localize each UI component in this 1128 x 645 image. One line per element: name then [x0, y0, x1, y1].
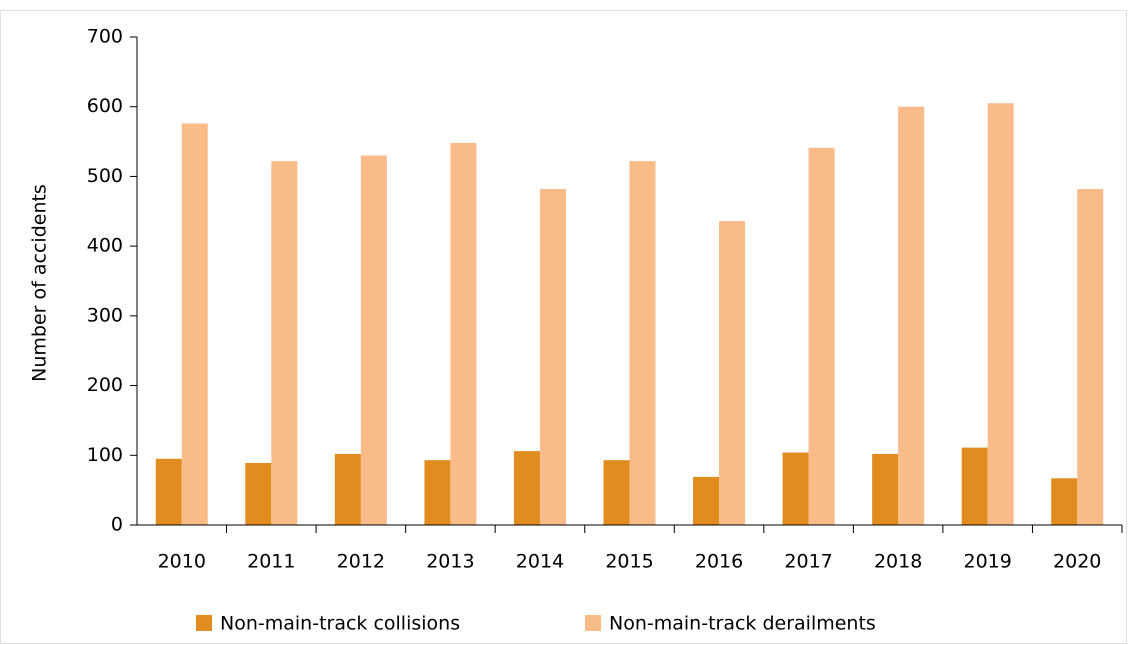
- x-tick-label: 2015: [605, 551, 653, 573]
- x-tick-label: 2011: [247, 551, 295, 573]
- legend-swatch: [585, 615, 601, 631]
- bar: [898, 106, 925, 525]
- y-tick-label: 400: [87, 235, 123, 257]
- legend-label: Non-main-track collisions: [220, 613, 460, 635]
- y-tick-label: 700: [87, 26, 123, 48]
- bar: [155, 458, 182, 525]
- bar: [450, 142, 477, 526]
- x-tick-label: 2010: [158, 551, 206, 573]
- bar: [987, 103, 1014, 525]
- x-tick-label: 2020: [1053, 551, 1101, 573]
- bar: [424, 460, 451, 525]
- bar: [719, 221, 746, 525]
- legend-swatch: [196, 615, 212, 631]
- bar: [693, 476, 720, 525]
- x-tick-label: 2017: [784, 551, 832, 573]
- y-tick-label: 300: [87, 304, 123, 326]
- frame: [0, 10, 1127, 644]
- bar: [808, 147, 835, 526]
- bar: [603, 460, 630, 525]
- y-tick-label: 200: [87, 374, 123, 396]
- bar: [245, 462, 272, 525]
- bar: [181, 123, 208, 526]
- bar: [961, 447, 988, 525]
- x-tick-label: 2014: [516, 551, 564, 573]
- bar: [513, 451, 540, 525]
- bar: [1077, 188, 1104, 525]
- x-tick-label: 2018: [874, 551, 922, 573]
- bar: [782, 452, 809, 525]
- x-tick-label: 2019: [964, 551, 1012, 573]
- y-axis-label: Number of accidents: [29, 184, 51, 382]
- x-tick-label: 2012: [337, 551, 385, 573]
- x-tick-label: 2013: [426, 551, 474, 573]
- y-tick-label: 600: [87, 95, 123, 117]
- bar: [1051, 478, 1078, 525]
- y-tick-label: 100: [87, 444, 123, 466]
- bar: [872, 453, 899, 525]
- bar: [271, 161, 298, 525]
- y-tick-label: 0: [111, 514, 123, 536]
- bar: [539, 188, 566, 525]
- y-tick-label: 500: [87, 165, 123, 187]
- bar: [629, 161, 656, 525]
- bar: [360, 155, 387, 525]
- bar: [334, 453, 361, 525]
- x-tick-label: 2016: [695, 551, 743, 573]
- legend-label: Non-main-track derailments: [609, 613, 876, 635]
